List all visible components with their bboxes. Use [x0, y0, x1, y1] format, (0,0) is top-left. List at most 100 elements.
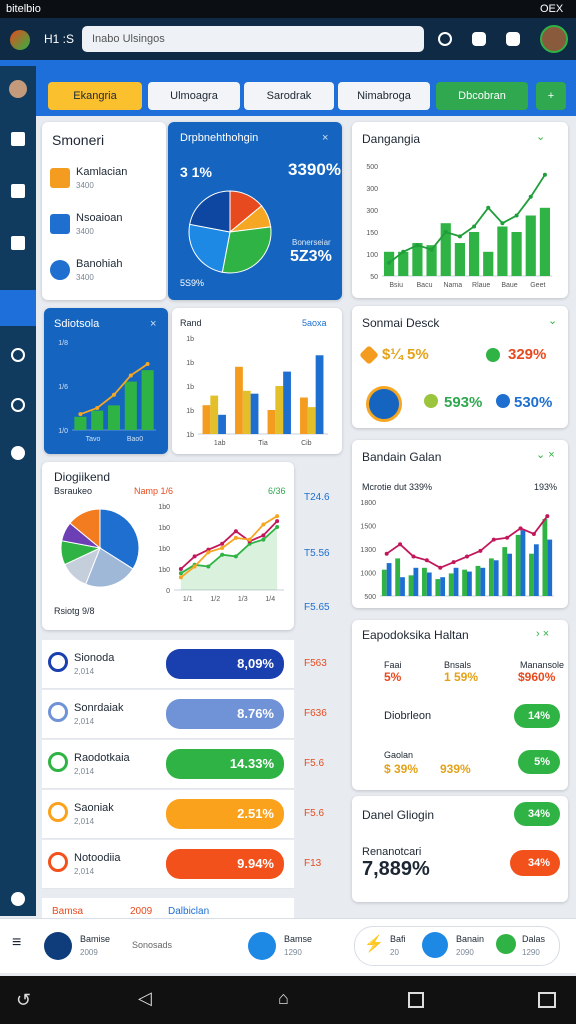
- line-point: [128, 373, 133, 378]
- status-right: OEX: [540, 3, 564, 15]
- nav-icon[interactable]: [11, 446, 25, 460]
- card-subtitle: Bsraukeo: [54, 486, 93, 496]
- search-text: Inabo Ulsingos: [92, 33, 165, 45]
- y-tick-label: 500: [364, 594, 376, 600]
- card-title: Dangangia: [362, 132, 421, 146]
- y-tick-label: 1b0: [158, 546, 170, 553]
- line-point: [220, 541, 225, 546]
- bottom-icon[interactable]: [496, 934, 516, 954]
- bottom-name: Banain: [456, 934, 485, 944]
- card-pill: 34%: [514, 802, 560, 826]
- line-point: [178, 575, 183, 580]
- line-point: [542, 172, 547, 177]
- nav-icon[interactable]: [11, 398, 25, 412]
- nav-icon[interactable]: [11, 184, 25, 198]
- x-tick-label: Tavo: [86, 436, 101, 443]
- bar: [493, 560, 499, 596]
- nav-icon[interactable]: [11, 348, 25, 362]
- x-tick-label: Bao0: [127, 436, 143, 443]
- x-tick-label: Rlaue: [472, 282, 490, 289]
- y-tick-label: 1800: [360, 500, 376, 507]
- card-actions[interactable]: ⌄ ×: [536, 449, 555, 461]
- icon-button[interactable]: [506, 32, 520, 46]
- tab-label: Ekangria: [73, 90, 117, 102]
- y-tick-label: 1b0: [158, 525, 170, 532]
- line: [180, 515, 278, 579]
- line-point: [384, 551, 389, 556]
- bottom-icon[interactable]: [44, 932, 72, 960]
- menu-icon[interactable]: ≡: [12, 934, 22, 951]
- card-title: Smoneri: [52, 132, 105, 148]
- tab[interactable]: Sarodrak: [244, 82, 334, 110]
- sidebar-avatar[interactable]: [9, 80, 27, 98]
- search-box[interactable]: [82, 26, 424, 52]
- close-icon[interactable]: ×: [322, 132, 329, 144]
- nav-home[interactable]: ⌂: [278, 988, 289, 1008]
- nav-icon[interactable]: [11, 892, 25, 906]
- line-point: [178, 571, 183, 576]
- row-pill: 9.94%: [166, 849, 284, 879]
- bar: [533, 544, 539, 596]
- card-actions[interactable]: › ×: [536, 628, 550, 640]
- legend-label: Namp 1/6: [134, 486, 174, 496]
- nav-icon-active[interactable]: [0, 290, 36, 326]
- line-point: [145, 362, 150, 366]
- icon-button[interactable]: [472, 32, 486, 46]
- trend-icon[interactable]: ⌄: [536, 131, 546, 143]
- nav-extra[interactable]: [538, 992, 556, 1008]
- line-point: [443, 230, 448, 234]
- icon-button[interactable]: [438, 32, 452, 46]
- pie-slice: [189, 190, 231, 233]
- line-point: [457, 234, 462, 239]
- nav-recent[interactable]: [408, 992, 424, 1008]
- tab[interactable]: Nimabroga: [338, 82, 430, 110]
- nav-icon[interactable]: [11, 236, 25, 250]
- add-button[interactable]: +: [536, 82, 566, 110]
- line-point: [505, 535, 510, 540]
- footer-link[interactable]: Dalbiclan: [168, 906, 210, 917]
- bar: [480, 567, 486, 596]
- line-point: [178, 567, 183, 571]
- tab-label: Ulmoagra: [170, 90, 218, 102]
- bar: [235, 366, 243, 434]
- card-title: Sonmai Desck: [362, 316, 440, 330]
- expand-icon[interactable]: ⌄: [548, 315, 558, 327]
- bar: [454, 243, 466, 276]
- app-name: H1 :S: [44, 32, 75, 46]
- metric-label: Renanotcari: [362, 846, 422, 858]
- line-point: [261, 537, 266, 542]
- nav-back[interactable]: ◁: [138, 988, 152, 1008]
- status-value: 329%: [508, 346, 547, 363]
- line-point: [220, 546, 225, 550]
- bar: [483, 251, 494, 276]
- metric-pill: 34%: [510, 850, 560, 876]
- tab[interactable]: Dbcobran: [436, 82, 528, 110]
- close-icon[interactable]: ×: [150, 318, 157, 330]
- y-tick-label: 1b: [186, 336, 194, 343]
- cell-label: Faai: [384, 660, 402, 670]
- status-donut: [366, 386, 402, 422]
- bottom-icon[interactable]: [248, 932, 276, 960]
- y-tick-label: 100: [366, 252, 378, 259]
- item-sub: 3400: [76, 227, 94, 236]
- logo[interactable]: [10, 30, 30, 50]
- status-icon: [424, 394, 438, 408]
- stat-left: 3 1%: [180, 164, 212, 180]
- card-badge: 5aoxa: [302, 318, 327, 328]
- line-point: [424, 558, 429, 563]
- bottom-bar: [0, 918, 576, 973]
- bottom-sub: 1290: [522, 948, 540, 957]
- bottom-icon[interactable]: [422, 932, 448, 958]
- bar: [448, 573, 454, 596]
- tab[interactable]: Ulmoagra: [148, 82, 240, 110]
- bottom-group[interactable]: [354, 926, 560, 966]
- tab[interactable]: Ekangria: [48, 82, 142, 110]
- avatar[interactable]: [540, 25, 568, 53]
- bottom-name: Bafi: [390, 934, 406, 944]
- bar: [74, 416, 87, 430]
- nav-back[interactable]: ↺: [16, 990, 32, 1010]
- nav-icon[interactable]: [11, 132, 25, 146]
- row-pill: 5%: [518, 750, 560, 774]
- line-point: [233, 554, 238, 559]
- side-value: F5.65: [304, 602, 330, 613]
